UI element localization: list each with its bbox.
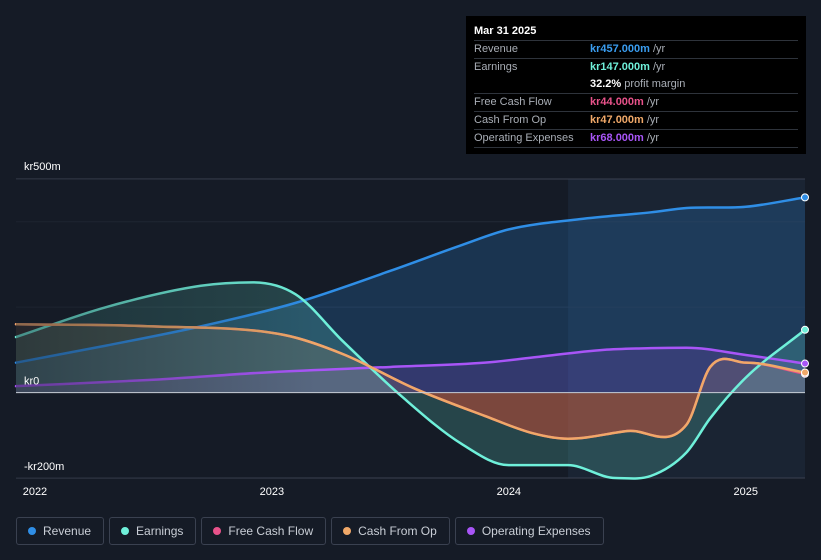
x-tick-label: 2023: [260, 486, 284, 498]
legend-label: Revenue: [43, 524, 92, 538]
tooltip-date: Mar 31 2025: [474, 25, 537, 37]
tooltip: Mar 31 2025 Revenue kr457.000m /yr Earni…: [466, 16, 806, 154]
tooltip-value: kr47.000m: [590, 114, 644, 126]
legend-label: Earnings: [136, 524, 184, 538]
legend-item-operating-expenses[interactable]: Operating Expenses: [454, 517, 604, 545]
legend-dot-icon: [121, 527, 130, 535]
tooltip-value: kr147.000m: [590, 61, 650, 73]
tooltip-unit: /yr: [652, 61, 666, 73]
legend: Revenue Earnings Free Cash Flow Cash Fro…: [16, 517, 604, 545]
legend-item-revenue[interactable]: Revenue: [16, 517, 105, 545]
tooltip-label: Free Cash Flow: [474, 96, 552, 108]
x-tick-label: 2025: [734, 486, 758, 498]
x-tick-label: 2024: [497, 486, 521, 498]
tooltip-value: kr68.000m: [590, 132, 644, 144]
tooltip-label: [474, 76, 590, 93]
tooltip-row-margin: 32.2% profit margin: [474, 76, 798, 93]
left-fade: [16, 179, 316, 478]
series-endpoint-cash-from-op: [801, 368, 809, 377]
legend-dot-icon: [466, 527, 475, 535]
series-endpoint-earnings: [801, 325, 809, 334]
tooltip-row-cfo: Cash From Op kr47.000m /yr: [474, 111, 798, 129]
y-tick-label: kr0: [24, 376, 39, 388]
y-tick-label: -kr200m: [24, 461, 64, 473]
area-free-cash-flow-negative: [424, 392, 700, 439]
tooltip-label: Earnings: [474, 61, 518, 73]
tooltip-label: Cash From Op: [474, 114, 547, 126]
tooltip-row-revenue: Revenue kr457.000m /yr: [474, 40, 798, 58]
legend-dot-icon: [213, 527, 222, 535]
legend-dot-icon: [28, 527, 36, 535]
tooltip-value: kr457.000m: [590, 43, 650, 55]
tooltip-value: 32.2%: [590, 78, 622, 90]
legend-dot-icon: [343, 527, 352, 535]
tooltip-unit: /yr: [652, 43, 666, 55]
y-tick-label: kr500m: [24, 161, 61, 173]
forecast-highlight-region: [568, 179, 805, 478]
legend-item-free-cash-flow[interactable]: Free Cash Flow: [201, 517, 327, 545]
legend-label: Cash From Op: [358, 524, 437, 538]
tooltip-row-fcf: Free Cash Flow kr44.000m /yr: [474, 93, 798, 111]
tooltip-row-opex: Operating Expenses kr68.000m /yr: [474, 129, 798, 148]
tooltip-label: Revenue: [474, 43, 519, 55]
series-endpoint-operating-expenses: [801, 359, 809, 368]
legend-item-earnings[interactable]: Earnings: [109, 517, 197, 545]
legend-label: Free Cash Flow: [228, 524, 314, 538]
series-endpoint-revenue: [801, 193, 809, 202]
legend-item-cash-from-op[interactable]: Cash From Op: [331, 517, 450, 545]
tooltip-unit: /yr: [646, 114, 660, 126]
tooltip-label: Operating Expenses: [474, 132, 574, 144]
legend-label: Operating Expenses: [481, 524, 591, 538]
tooltip-unit: profit margin: [624, 78, 686, 90]
x-tick-label: 2022: [23, 486, 47, 498]
tooltip-unit: /yr: [646, 96, 660, 108]
tooltip-row-earnings: Earnings kr147.000m /yr: [474, 58, 798, 76]
tooltip-unit: /yr: [646, 132, 660, 144]
tooltip-value: kr44.000m: [590, 96, 644, 108]
